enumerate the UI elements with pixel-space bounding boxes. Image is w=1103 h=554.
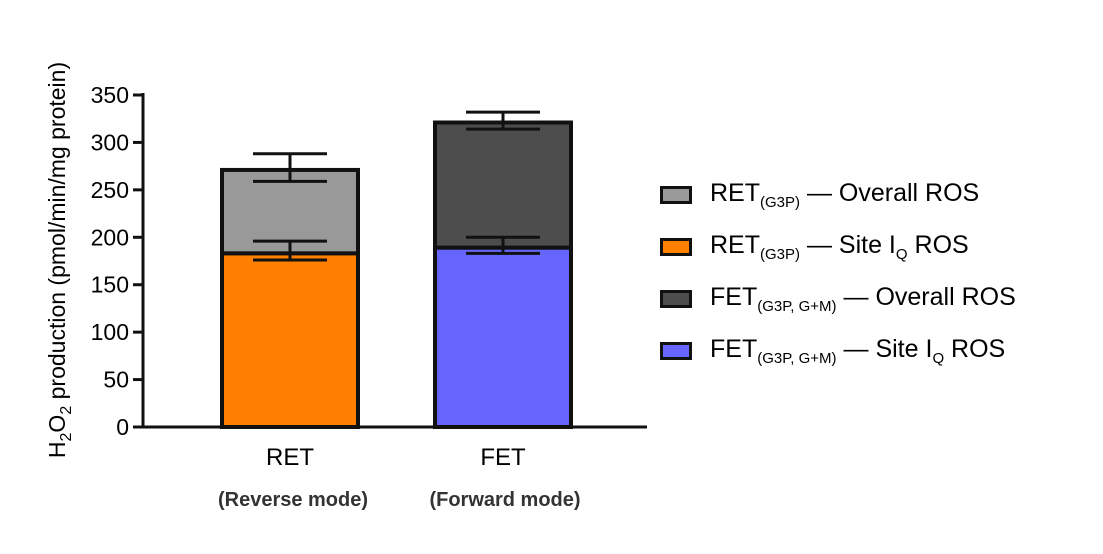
error-bars (253, 110, 540, 262)
legend-item: RET(G3P) — Overall ROS (660, 179, 1016, 211)
bar-overall-fet (433, 120, 573, 250)
legend-swatch (660, 186, 692, 204)
y-axis-label: H2O2 production (pmol/min/mg protein) (44, 62, 75, 458)
legend-item: FET(G3P, G+M) — Overall ROS (660, 283, 1016, 315)
legend-item: RET(G3P) — Site IQ ROS (660, 231, 1016, 263)
x-sublabel-fet: (Forward mode) (429, 489, 580, 511)
y-tick-label: 100 (91, 319, 129, 345)
bar-site-fet (433, 245, 573, 429)
legend-label: FET(G3P, G+M) — Site IQ ROS (710, 335, 1006, 367)
legend-swatch (660, 342, 692, 360)
x-tick-label-ret: RET (266, 444, 314, 471)
legend-label: RET(G3P) — Overall ROS (710, 179, 980, 211)
y-tick-label: 50 (103, 367, 129, 393)
bars (220, 120, 573, 429)
legend-label: RET(G3P) — Site IQ ROS (710, 231, 969, 263)
y-tick-label: 0 (116, 414, 129, 440)
legend-item: FET(G3P, G+M) — Site IQ ROS (660, 335, 1016, 367)
y-tick-label: 250 (91, 177, 129, 203)
legend-swatch (660, 290, 692, 308)
axes: 0 50 100 150 200 250 300 350 RET (Reverse mode) FE… (91, 82, 647, 511)
y-tick-label: 200 (91, 224, 129, 250)
y-tick-label: 300 (91, 129, 129, 155)
y-tick-label: 350 (91, 82, 129, 108)
x-sublabel-ret: (Reverse mode) (218, 489, 368, 511)
y-tick-label: 150 (91, 272, 129, 298)
bar-site-ret (220, 251, 360, 429)
legend-swatch (660, 238, 692, 256)
x-tick-label-fet: FET (480, 444, 526, 471)
legend-label: FET(G3P, G+M) — Overall ROS (710, 283, 1016, 315)
legend: RET(G3P) — Overall ROS RET(G3P) — Site IQ… (660, 179, 1016, 367)
